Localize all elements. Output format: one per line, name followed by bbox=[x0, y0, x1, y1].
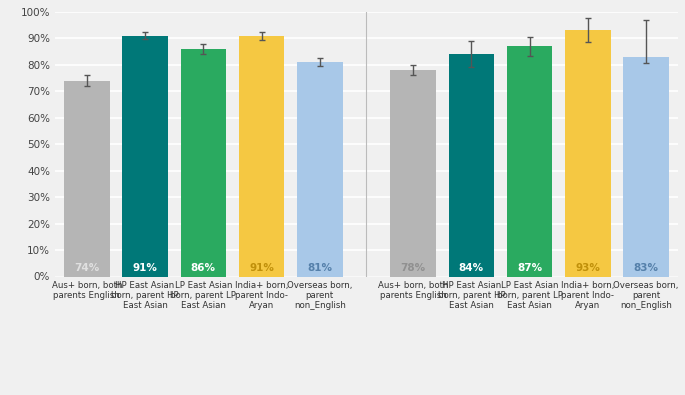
Text: 91%: 91% bbox=[249, 263, 274, 273]
Text: 83%: 83% bbox=[634, 263, 658, 273]
Text: 87%: 87% bbox=[517, 263, 542, 273]
Bar bbox=[449, 54, 494, 276]
Bar bbox=[390, 70, 436, 276]
Bar bbox=[297, 62, 342, 276]
Bar bbox=[565, 30, 610, 276]
Bar bbox=[64, 81, 110, 276]
Text: 86%: 86% bbox=[191, 263, 216, 273]
Bar bbox=[181, 49, 226, 276]
Text: 91%: 91% bbox=[133, 263, 158, 273]
Text: 74%: 74% bbox=[74, 263, 99, 273]
Bar bbox=[507, 46, 552, 276]
Bar bbox=[623, 57, 669, 276]
Text: 81%: 81% bbox=[308, 263, 332, 273]
Text: 84%: 84% bbox=[459, 263, 484, 273]
Bar bbox=[239, 36, 284, 276]
Bar bbox=[123, 36, 168, 276]
Text: 93%: 93% bbox=[575, 263, 600, 273]
Text: 78%: 78% bbox=[401, 263, 425, 273]
